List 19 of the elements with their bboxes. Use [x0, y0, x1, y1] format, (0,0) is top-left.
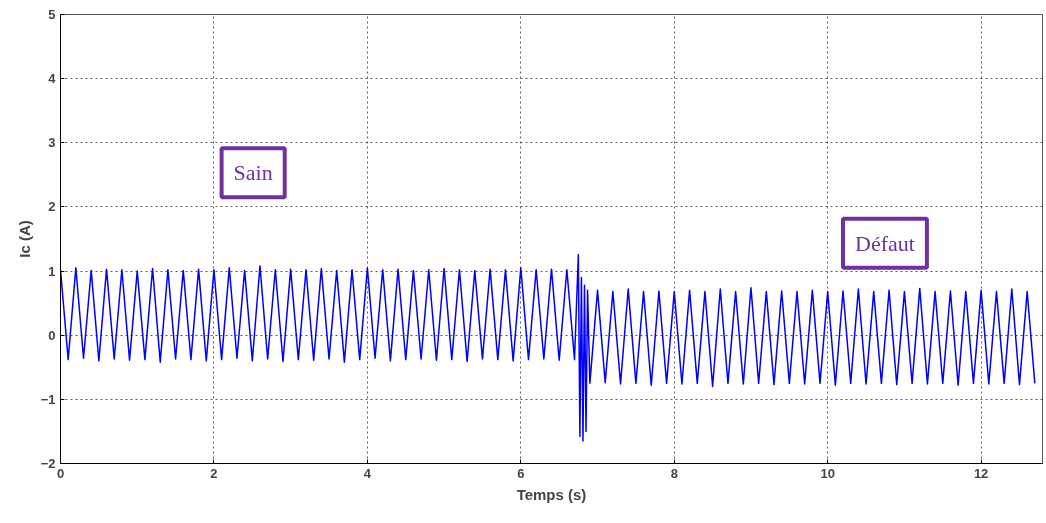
y-tick-label: −1: [40, 391, 56, 407]
x-tick-label: 12: [973, 465, 989, 481]
x-tick-label: 2: [210, 465, 218, 481]
x-tick-label: 10: [820, 465, 835, 481]
y-tick-label: 1: [48, 263, 56, 279]
x-tick-label: 4: [363, 465, 372, 481]
y-tick-label: 5: [48, 7, 56, 22]
x-tick-label: 8: [670, 465, 678, 481]
y-tick-label: 3: [48, 135, 56, 151]
annotation: Sain: [233, 160, 273, 186]
y-axis-title: Ic (A): [15, 220, 33, 258]
x-tick-label: 6: [517, 465, 525, 481]
y-tick-label: 2: [48, 199, 56, 215]
annotation: Défaut: [855, 230, 915, 256]
x-axis-title: Temps (s): [516, 485, 587, 503]
y-tick-label: 4: [48, 71, 57, 87]
line-series: [60, 253, 1036, 442]
y-tick-label: 0: [48, 327, 56, 343]
y-tick-label: −2: [40, 456, 56, 471]
